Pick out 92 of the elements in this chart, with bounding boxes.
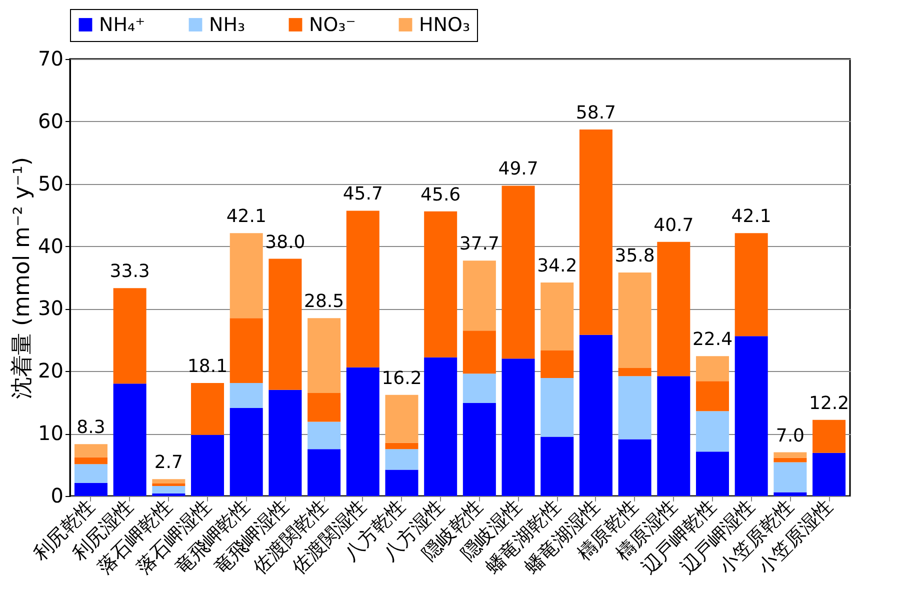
y-tick-label: 60 bbox=[38, 108, 64, 133]
bar bbox=[462, 374, 496, 403]
y-axis-title: 沈着量 (mmol m⁻² y⁻¹) bbox=[10, 157, 36, 399]
bar bbox=[230, 233, 263, 318]
y-tick-label: 0 bbox=[50, 484, 64, 508]
total-label: 42.1 bbox=[226, 206, 266, 228]
y-tick-label: 10 bbox=[38, 421, 64, 446]
bar bbox=[812, 452, 846, 496]
legend-label: HNO₃ bbox=[419, 14, 470, 36]
total-label: 18.1 bbox=[187, 356, 228, 378]
bar bbox=[191, 434, 224, 496]
bar bbox=[696, 381, 729, 412]
legend-label: NH₄⁺ bbox=[99, 14, 146, 36]
bar bbox=[308, 392, 341, 422]
bar bbox=[812, 420, 846, 453]
bar bbox=[268, 258, 302, 390]
bar bbox=[579, 130, 612, 335]
bar bbox=[734, 233, 768, 336]
bar bbox=[230, 383, 263, 408]
bar bbox=[308, 318, 341, 393]
bar bbox=[540, 282, 574, 351]
bar bbox=[385, 470, 418, 496]
bar bbox=[74, 457, 108, 464]
bar bbox=[308, 449, 341, 496]
bar bbox=[385, 394, 418, 443]
bar bbox=[424, 211, 458, 358]
total-label: 12.2 bbox=[808, 392, 850, 414]
bar bbox=[618, 439, 652, 496]
bar bbox=[74, 444, 108, 458]
total-label: 22.4 bbox=[692, 329, 733, 350]
total-label: 45.7 bbox=[342, 184, 383, 205]
y-tick-label: 40 bbox=[38, 234, 64, 258]
bar bbox=[230, 318, 263, 384]
bar bbox=[540, 436, 574, 496]
bar bbox=[618, 376, 652, 440]
y-tick-label: 70 bbox=[38, 46, 64, 70]
bar bbox=[230, 408, 263, 496]
total-label: 16.2 bbox=[382, 368, 422, 389]
bar bbox=[191, 383, 224, 435]
bar bbox=[774, 462, 807, 492]
bar bbox=[385, 442, 418, 450]
bar bbox=[696, 356, 729, 382]
bar bbox=[774, 452, 807, 458]
legend-label: NO₃⁻ bbox=[309, 14, 356, 36]
total-label: 7.0 bbox=[776, 425, 804, 446]
total-label: 2.7 bbox=[154, 452, 183, 474]
bar bbox=[462, 260, 496, 331]
bar bbox=[74, 482, 108, 496]
bar bbox=[579, 334, 612, 496]
bar bbox=[385, 449, 418, 470]
total-label: 35.8 bbox=[614, 246, 655, 267]
bar bbox=[734, 336, 768, 496]
y-tick-label: 50 bbox=[38, 171, 64, 196]
y-tick-label: 20 bbox=[38, 358, 64, 383]
bar bbox=[308, 422, 341, 450]
bar bbox=[346, 210, 380, 368]
bar bbox=[346, 367, 380, 496]
total-label: 38.0 bbox=[265, 232, 306, 253]
bar bbox=[657, 242, 690, 376]
y-tick-label: 30 bbox=[38, 296, 64, 320]
bar bbox=[152, 484, 186, 486]
bar bbox=[540, 350, 574, 378]
bar bbox=[462, 402, 496, 496]
bar bbox=[618, 368, 652, 376]
total-label: 34.2 bbox=[537, 255, 578, 276]
bar bbox=[424, 357, 458, 496]
bar bbox=[502, 358, 535, 496]
bar bbox=[774, 492, 807, 496]
bar bbox=[540, 378, 574, 437]
total-label: 42.1 bbox=[731, 206, 772, 228]
bar bbox=[774, 458, 807, 462]
bar bbox=[618, 272, 652, 368]
total-label: 37.7 bbox=[459, 234, 500, 255]
bar bbox=[152, 486, 186, 494]
legend-label: NH₃ bbox=[209, 14, 246, 36]
bar bbox=[113, 384, 146, 496]
bar bbox=[268, 390, 302, 496]
total-label: 33.3 bbox=[110, 261, 150, 282]
bar bbox=[462, 330, 496, 374]
total-label: 40.7 bbox=[654, 214, 694, 236]
bar bbox=[502, 186, 535, 359]
bar bbox=[113, 288, 146, 384]
total-label: 45.6 bbox=[420, 184, 461, 206]
bar bbox=[657, 376, 690, 496]
bar bbox=[74, 464, 108, 483]
total-label: 49.7 bbox=[498, 158, 538, 180]
total-label: 8.3 bbox=[76, 417, 106, 438]
bar bbox=[152, 479, 186, 484]
bar bbox=[696, 452, 729, 496]
total-label: 28.5 bbox=[304, 291, 344, 312]
total-label: 58.7 bbox=[576, 102, 616, 124]
bar bbox=[696, 411, 729, 452]
